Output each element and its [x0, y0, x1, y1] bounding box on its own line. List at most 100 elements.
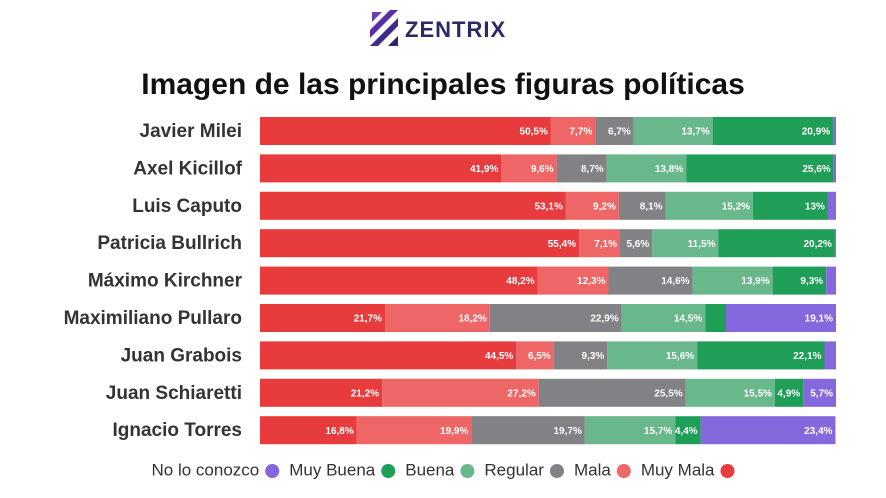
data-label: 21,7% [354, 314, 382, 325]
bar-segment [607, 341, 698, 370]
bar-segment [621, 304, 706, 332]
data-label: 22,1% [793, 351, 821, 362]
data-label: 15,7% [644, 426, 672, 437]
data-label: 7,7% [569, 127, 592, 138]
data-label: 11,5% [688, 239, 716, 250]
legend-swatch [616, 464, 631, 478]
data-label: 55,4% [548, 239, 576, 250]
data-label: 18,2% [458, 314, 486, 325]
data-label: 27,2% [507, 388, 535, 399]
data-label: 13,8% [655, 164, 683, 175]
data-label: 20,9% [802, 127, 830, 138]
bar-segment [824, 341, 836, 370]
bar-segment [595, 117, 634, 145]
bar-segment [565, 191, 619, 220]
bar-segment [826, 266, 836, 295]
bar-segment [803, 378, 836, 407]
legend-swatch [265, 464, 280, 478]
data-label: 25,5% [654, 388, 682, 399]
bar-segment [556, 154, 607, 183]
bar-segment [516, 341, 554, 370]
data-label: 48,2% [506, 276, 534, 287]
bar-segment [665, 191, 754, 220]
category-label: Luis Caputo [132, 196, 242, 217]
legend-label: Buena [405, 460, 455, 479]
data-label: 13% [805, 201, 825, 212]
bar-segment [537, 266, 609, 295]
bar-segment [471, 416, 585, 445]
bar-segment [772, 266, 827, 295]
data-label: 8,7% [581, 164, 604, 175]
bar-segment [606, 154, 687, 183]
data-label: 5,6% [626, 239, 649, 250]
data-label: 15,2% [722, 201, 750, 212]
bar-segment [633, 117, 713, 145]
bar-segment [579, 229, 620, 258]
bar-segment [260, 229, 580, 258]
legend-label: Mala [574, 460, 611, 479]
bar-segment [697, 341, 825, 370]
bar-segment [834, 229, 836, 258]
logo-icon [370, 10, 398, 46]
category-label: Juan Grabois [121, 345, 242, 366]
bar-segment [618, 191, 666, 220]
category-label: Patricia Bullrich [97, 233, 242, 254]
data-label: 22,9% [590, 314, 618, 325]
bar-segment [260, 191, 566, 220]
logo-text: ZENTRIX [405, 17, 506, 42]
bar-segment [686, 154, 834, 183]
data-label: 19,7% [554, 426, 582, 437]
bar-segment [725, 304, 836, 332]
bar-segment [692, 266, 773, 295]
data-label: 12,3% [577, 276, 605, 287]
data-label: 19,1% [805, 314, 833, 325]
bar-segment [553, 341, 608, 370]
legend-swatch [460, 464, 475, 478]
chart-title: Imagen de las principales figuras políti… [141, 68, 745, 101]
data-label: 13,9% [741, 276, 769, 287]
bar-segment [260, 154, 502, 183]
data-label: 9,3% [582, 351, 605, 362]
bar-segment [260, 304, 385, 332]
bar-segment [700, 416, 836, 445]
data-label: 9,3% [800, 276, 823, 287]
legend-label: Muy Mala [641, 460, 715, 479]
data-label: 5,7% [810, 388, 833, 399]
bar-segment [608, 266, 693, 295]
data-label: 13,7% [681, 127, 709, 138]
legend-label: Muy Buena [289, 460, 376, 479]
data-label: 20,2% [803, 239, 831, 250]
bar-segment [833, 154, 836, 183]
bar-segment [260, 416, 357, 445]
category-label: Máximo Kirchner [88, 271, 243, 292]
data-label: 50,5% [520, 127, 548, 138]
bar-segment [833, 117, 836, 145]
data-label: 44,5% [485, 351, 513, 362]
bar-segment [718, 229, 835, 258]
legend-swatch [549, 464, 564, 478]
data-label: 14,5% [674, 314, 702, 325]
data-label: 6,7% [608, 127, 631, 138]
bar-segment [652, 229, 719, 258]
bar-segment [712, 117, 834, 145]
data-label: 8,1% [640, 201, 663, 212]
bar-segment [550, 117, 596, 145]
bar-segment [620, 229, 653, 258]
bar-segment [705, 304, 726, 332]
category-label: Juan Schiaretti [106, 383, 242, 404]
bar-segment [384, 304, 490, 332]
category-label: Ignacio Torres [112, 420, 242, 441]
bar-segment [753, 191, 828, 220]
bar-segment [260, 378, 383, 407]
data-label: 19,9% [440, 426, 468, 437]
bar-segment [356, 416, 472, 445]
bar-segment [260, 341, 517, 370]
bar-segment [538, 378, 686, 407]
bar-segment [827, 191, 836, 220]
legend-label: Regular [484, 460, 544, 479]
data-label: 9,6% [531, 164, 554, 175]
bar-segment [774, 378, 804, 407]
legend-label: No lo conozco [152, 460, 260, 479]
